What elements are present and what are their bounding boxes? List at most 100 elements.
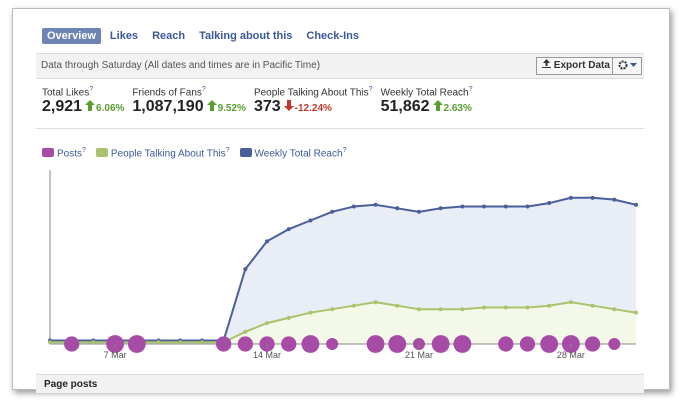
series-point xyxy=(351,204,356,209)
stat-label: Weekly Total Reach? xyxy=(381,86,473,98)
post-bubble xyxy=(281,336,297,352)
series-point xyxy=(178,340,183,345)
stat-value: 51,862 xyxy=(380,98,430,116)
stat-label: Total Likes? xyxy=(42,86,124,98)
post-bubble xyxy=(608,338,621,350)
series-area xyxy=(50,302,636,344)
series-point xyxy=(482,204,487,209)
stat-label-text: Total Likes xyxy=(42,87,90,99)
post-bubble xyxy=(215,336,232,352)
post-bubble xyxy=(326,338,339,350)
series-point xyxy=(286,227,291,232)
series-point xyxy=(525,305,530,310)
series-point xyxy=(48,340,52,345)
legend-entry[interactable]: Weekly Total Reach? xyxy=(239,147,347,160)
series-point xyxy=(525,204,530,209)
change-arrow xyxy=(85,100,96,112)
stat: People Talking About This? 373 -12.24% xyxy=(254,86,373,116)
post-bubble xyxy=(431,335,450,353)
series-point xyxy=(416,209,421,214)
stat: Friends of Fans? 1,087,190 9.52% xyxy=(132,86,246,116)
series-point xyxy=(547,303,552,308)
export-icon xyxy=(542,59,551,68)
post-bubble xyxy=(301,335,320,353)
stat-row: 2,921 6.06% xyxy=(42,98,124,116)
stat: Total Likes? 2,921 6.06% xyxy=(42,86,124,116)
export-button[interactable]: Export Data xyxy=(536,57,616,75)
date-note: Data through Saturday (All dates and tim… xyxy=(41,60,321,71)
series-point xyxy=(199,340,204,345)
tab[interactable]: Check-Ins xyxy=(306,30,359,42)
section-title: Page posts xyxy=(44,379,98,390)
series-point xyxy=(590,303,595,308)
x-tick-label: 7 Mar xyxy=(104,350,127,360)
legend-swatch xyxy=(42,148,54,158)
change-arrow xyxy=(206,100,217,112)
series-point xyxy=(156,340,161,345)
series-point xyxy=(308,310,313,315)
series-point xyxy=(395,303,400,308)
stat-change: 2.63% xyxy=(443,103,472,115)
series-point xyxy=(503,305,508,310)
stat-label-text: Friends of Fans xyxy=(132,87,202,99)
series-point xyxy=(330,307,335,312)
post-bubble xyxy=(498,336,514,352)
tab[interactable]: Likes xyxy=(109,30,139,42)
series-point xyxy=(373,300,378,305)
post-bubble xyxy=(584,336,601,352)
post-bubble xyxy=(366,335,385,353)
stat: Weekly Total Reach? 51,862 2.63% xyxy=(381,86,473,116)
series-point xyxy=(286,315,291,320)
series-point xyxy=(265,239,270,244)
change-arrow xyxy=(432,100,443,112)
change-arrow xyxy=(283,100,294,112)
legend-swatch xyxy=(95,148,108,158)
series-point xyxy=(243,267,248,272)
series-point xyxy=(634,202,638,207)
legend-swatch xyxy=(239,148,252,158)
series-point xyxy=(243,329,248,334)
post-bubble xyxy=(388,335,407,353)
series-point xyxy=(308,218,313,223)
x-tick-label: 14 Mar xyxy=(253,350,281,360)
stat-change: 6.06% xyxy=(96,103,125,115)
stat-change: -12.24% xyxy=(294,103,332,115)
legend-label: Posts xyxy=(57,148,83,160)
series-line xyxy=(50,196,637,342)
stats: Total Likes? 2,921 6.06% Friends of Fans? 1,… xyxy=(42,86,475,116)
series-line xyxy=(50,301,637,344)
series-point xyxy=(438,206,443,211)
help-icon: ? xyxy=(342,147,347,154)
stat-change: 9.52% xyxy=(217,103,246,115)
export-label: Export Data xyxy=(553,60,610,71)
legend-entry[interactable]: People Talking About This? xyxy=(95,147,230,160)
legend-label: People Talking About This xyxy=(110,148,226,160)
series-point xyxy=(590,195,595,200)
stat-row: 373 -12.24% xyxy=(254,98,373,116)
series-point xyxy=(351,303,356,308)
divider xyxy=(36,128,644,129)
series-point xyxy=(460,204,465,209)
post-bubble xyxy=(237,336,253,352)
stat-label-text: Weekly Total Reach xyxy=(380,87,469,99)
help-icon: ? xyxy=(468,86,473,93)
stat-value: 1,087,190 xyxy=(132,98,204,116)
series-point xyxy=(503,204,508,209)
legend-label: Weekly Total Reach xyxy=(254,148,343,160)
series-point xyxy=(547,201,552,206)
tab[interactable]: Talking about this xyxy=(199,30,293,42)
stat-value: 2,921 xyxy=(42,98,83,116)
stat-row: 51,862 2.63% xyxy=(381,98,473,116)
stat-value: 373 xyxy=(253,98,281,116)
tab[interactable]: Overview xyxy=(42,28,101,44)
tab[interactable]: Reach xyxy=(152,30,186,42)
posts-section: Page posts xyxy=(36,374,644,393)
settings-button[interactable] xyxy=(612,57,642,75)
help-icon: ? xyxy=(368,86,373,93)
legend-entry[interactable]: Posts? xyxy=(42,147,86,159)
x-tick-label: 21 Mar xyxy=(405,350,433,360)
stat-row: 1,087,190 9.52% xyxy=(132,98,246,116)
series-point xyxy=(568,300,573,305)
series-point xyxy=(395,206,400,211)
